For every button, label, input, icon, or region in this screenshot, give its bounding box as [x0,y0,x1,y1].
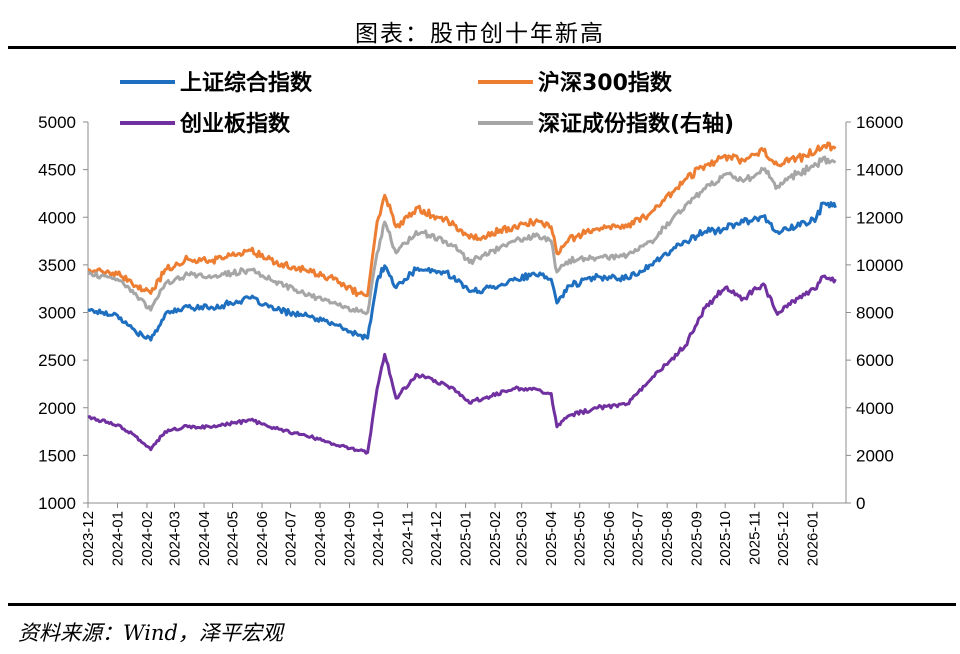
x-tick-label: 2025-06 [601,511,618,566]
x-tick-label: 2023-12 [80,511,97,566]
x-tick-label: 2024-06 [254,511,271,566]
x-tick-label: 2026-01 [805,511,822,566]
right-tick-label: 6000 [856,351,894,370]
left-tick-label: 3500 [38,256,76,275]
legend-label: 深证成份指数(右轴) [538,111,734,137]
x-tick-label: 2024-11 [400,511,417,565]
x-tick-label: 2024-08 [312,511,329,566]
right-tick-label: 16000 [856,113,903,132]
x-tick-label: 2025-05 [572,511,589,566]
x-tick-label: 2025-01 [458,511,475,566]
x-tick-label: 2025-02 [487,511,504,566]
right-tick-label: 0 [856,494,865,513]
left-tick-label: 2000 [38,399,76,418]
left-tick-label: 1000 [38,494,76,513]
right-tick-label: 8000 [856,304,894,323]
right-tick-label: 12000 [856,208,903,227]
series-line-1 [87,201,837,342]
legend-label: 沪深300指数 [538,70,673,96]
left-tick-label: 3000 [38,304,76,323]
x-tick-label: 2025-09 [689,511,706,566]
left-tick-label: 4500 [38,161,76,180]
legend-label: 创业板指数 [179,111,291,137]
x-tick-label: 2025-10 [717,511,734,566]
right-tick-label: 14000 [856,161,903,180]
series-line-2 [87,141,837,298]
x-tick-label: 2025-03 [514,511,531,566]
x-tick-label: 2025-07 [630,511,647,566]
x-tick-label: 2025-12 [775,511,792,566]
x-tick-label: 2024-10 [370,511,387,566]
x-tick-label: 2024-01 [109,511,126,566]
legend-label: 上证综合指数 [180,70,313,96]
x-tick-label: 2024-02 [139,511,156,566]
x-tick-label: 2024-04 [196,511,213,566]
left-tick-label: 1500 [38,446,76,465]
left-tick-label: 2500 [38,351,76,370]
right-tick-label: 10000 [856,256,903,275]
right-tick-label: 4000 [856,399,894,418]
x-tick-label: 2024-05 [225,511,242,566]
right-tick-label: 2000 [856,446,894,465]
x-tick-label: 2024-07 [283,511,300,566]
left-tick-label: 5000 [38,113,76,132]
chart-title: 图表：股市创十年新高 [355,21,605,47]
top-rule [8,46,956,49]
x-tick-label: 2024-03 [167,511,184,566]
left-tick-label: 4000 [38,208,76,227]
axes: 1000 1500 2000 2500 3000 3500 4000 4500 5000 0 200… [38,113,903,566]
x-tick-label: 2024-12 [428,511,445,566]
series-line-4 [86,155,837,316]
x-tick-label: 2025-11 [747,511,764,565]
series-lines [86,141,837,455]
bottom-rule [8,603,956,606]
x-tick-label: 2025-08 [659,511,676,566]
series-line-3 [87,274,837,455]
x-tick-label: 2025-04 [543,511,560,566]
source-note: 资料来源：Wind，泽平宏观 [18,621,283,645]
x-tick-label: 2024-09 [342,511,359,566]
